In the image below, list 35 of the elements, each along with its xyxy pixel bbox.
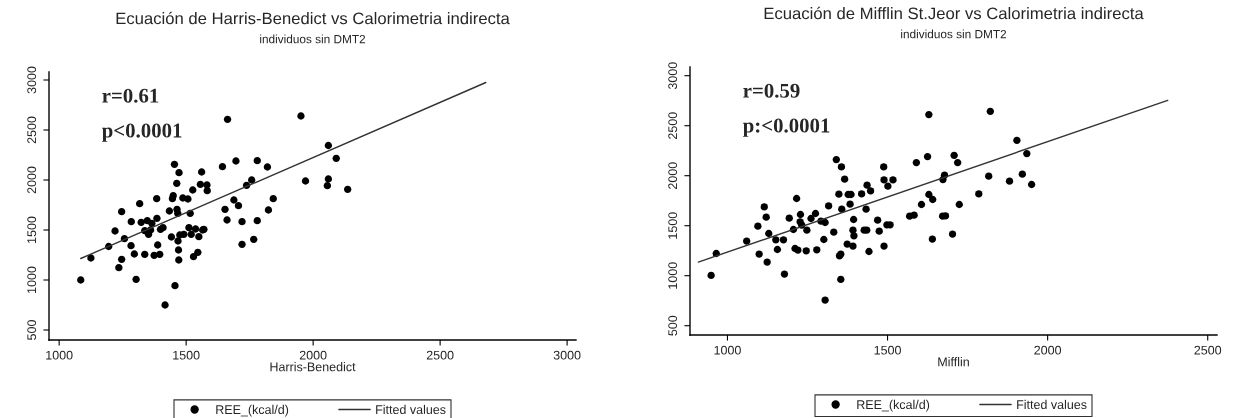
annotation: r=0.61	[102, 88, 159, 103]
y-tick-label: 2000	[27, 166, 37, 194]
legend-label: REE_(kcal/d)	[216, 404, 289, 417]
y-tick-label: 1500	[668, 212, 678, 239]
x-tick-label: 1500	[173, 350, 200, 360]
x-tick-label: 1500	[874, 345, 901, 355]
annotation: p<0.0001	[101, 123, 182, 142]
y-tick-label: 1000	[27, 266, 37, 293]
chart-subtitle: individuos sin DMT2	[260, 34, 366, 44]
legend-label: Fitted values	[376, 404, 446, 415]
chart-title: Ecuación de Mifflin St.Jeor vs Calorimetria indirecta	[764, 6, 1144, 20]
x-tick-label: 2500	[426, 350, 454, 360]
x-tick-label: 2000	[299, 350, 327, 360]
x-axis-title: Harris-Benedict	[270, 362, 356, 372]
x-tick-label: 2000	[1034, 345, 1062, 355]
y-tick-label: 1500	[27, 216, 37, 243]
y-tick-label: 3000	[27, 66, 37, 94]
x-tick-label: 2500	[1194, 345, 1222, 355]
y-tick-label: 2000	[668, 162, 678, 189]
x-tick-label: 3000	[553, 350, 581, 360]
annotation: p:<0.0001	[742, 118, 830, 137]
chart-title: Ecuación de Harris-Benedict vs Calorimetria indirecta	[116, 11, 510, 25]
y-tick-label: 2500	[27, 116, 37, 144]
x-tick-label: 1000	[714, 345, 741, 355]
x-axis-title: Mifflin	[938, 357, 969, 367]
legend-label: Fitted values	[1017, 399, 1087, 410]
y-tick-label: 1000	[668, 262, 678, 289]
y-tick-label: 2500	[668, 112, 678, 139]
chart-subtitle: individuos sin DMT2	[901, 29, 1007, 39]
x-tick-label: 1000	[46, 350, 73, 360]
y-tick-label: 3000	[668, 62, 678, 90]
y-tick-label: 500	[27, 320, 37, 340]
annotation: r=0.59	[743, 83, 800, 98]
y-tick-label: 500	[668, 315, 678, 336]
legend-label: REE_(kcal/d)	[857, 399, 930, 412]
